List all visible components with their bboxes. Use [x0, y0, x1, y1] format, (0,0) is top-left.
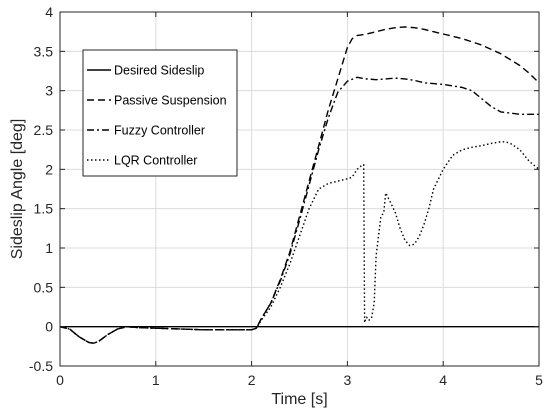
legend-box — [82, 49, 238, 177]
y-tick-label: 1.5 — [34, 201, 54, 217]
y-tick-label: 4 — [45, 4, 53, 20]
y-tick-label: 2.5 — [34, 122, 54, 138]
y-tick-label: 0 — [45, 319, 53, 335]
plot-area-frame — [59, 11, 540, 367]
y-tick-label: 0.5 — [34, 279, 54, 295]
legend-label: Desired Sideslip — [114, 64, 204, 78]
legend: Desired Sideslip Passive Suspension Fuzzy … — [82, 49, 238, 177]
y-tick-label: 1 — [45, 240, 53, 256]
y-tick-label: -0.5 — [29, 358, 53, 374]
y-tick-label: 3.5 — [34, 43, 54, 59]
x-tick-label: 1 — [152, 372, 160, 388]
legend-label: Fuzzy Controller — [114, 124, 205, 138]
x-axis-label: Time [s] — [271, 391, 327, 408]
y-tick-label: 3 — [45, 83, 53, 99]
axis-ticks: 0 1 2 3 4 5-0.500.511.522.533.54 — [29, 4, 543, 388]
x-tick-label: 4 — [439, 372, 447, 388]
series-lines — [59, 26, 540, 344]
x-tick-label: 5 — [535, 372, 543, 388]
x-tick-label: 3 — [344, 372, 352, 388]
series-line-2 — [59, 26, 540, 344]
legend-label: LQR Controller — [114, 154, 197, 168]
y-tick-label: 2 — [45, 161, 53, 177]
x-tick-label: 2 — [248, 372, 256, 388]
y-axis-label: Sideslip Angle [deg] — [9, 119, 26, 260]
legend-label: Passive Suspension — [114, 94, 227, 108]
x-tick-label: 0 — [56, 372, 64, 388]
